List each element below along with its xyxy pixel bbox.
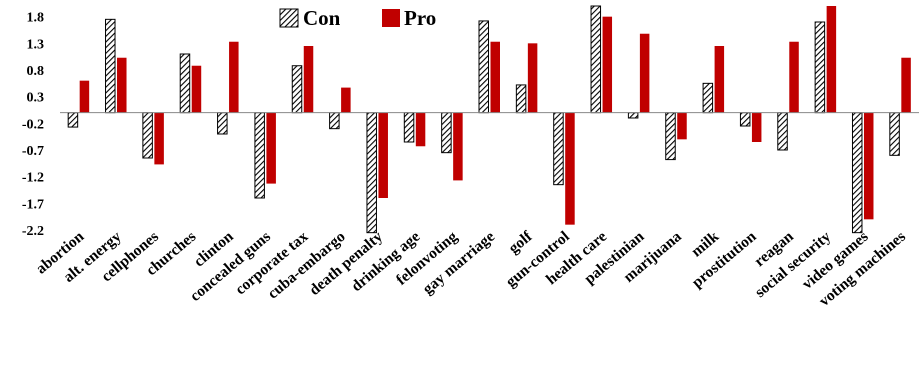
bar-con-alt-energy bbox=[105, 18, 116, 114]
legend-swatch-con bbox=[279, 8, 299, 28]
bar-con-churches bbox=[179, 53, 191, 114]
bar-pro-clinton bbox=[229, 41, 239, 113]
bar-pro-gun-control bbox=[565, 112, 575, 225]
legend-label-con: Con bbox=[303, 6, 341, 30]
bar-pro-abortion bbox=[79, 80, 90, 113]
bar-pro-churches bbox=[191, 65, 202, 113]
bar-con-video-games bbox=[851, 112, 863, 234]
bar-con-cuba-embargo bbox=[329, 112, 340, 130]
bar-con-clinton bbox=[217, 112, 228, 135]
bar-con-reagan bbox=[777, 112, 788, 151]
bar-pro-cuba-embargo bbox=[341, 87, 351, 113]
y-tick-label: 0.3 bbox=[27, 91, 45, 106]
bar-pro-concealed-guns bbox=[266, 112, 276, 184]
bar-pro-cellphones bbox=[154, 112, 164, 165]
bar-pro-death-penalty bbox=[378, 112, 388, 198]
y-tick-label: 1.3 bbox=[27, 37, 45, 52]
bar-pro-golf bbox=[527, 43, 538, 113]
bar-pro-video-games bbox=[863, 112, 874, 220]
y-tick-label: 1.8 bbox=[27, 11, 45, 26]
bar-pro-milk bbox=[714, 46, 725, 113]
bar-con-health-care bbox=[590, 5, 602, 114]
bar-pro-alt-energy bbox=[117, 57, 127, 113]
bar-pro-prostitution bbox=[751, 112, 762, 142]
y-tick-label: -1.2 bbox=[22, 171, 44, 186]
bar-con-prostitution bbox=[739, 112, 751, 127]
y-tick-label: -0.2 bbox=[22, 117, 44, 132]
bar-con-marijuana bbox=[665, 112, 676, 161]
bar-con-death-penalty bbox=[366, 112, 377, 234]
y-tick-label: -1.7 bbox=[22, 197, 44, 212]
bar-con-abortion bbox=[67, 112, 79, 128]
bar-con-voting-machines bbox=[889, 112, 900, 156]
bar-pro-voting-machines bbox=[901, 57, 911, 113]
bar-con-corporate-tax bbox=[291, 65, 303, 114]
bar-con-drinking-age bbox=[403, 112, 415, 143]
bar-pro-felonvoting bbox=[453, 112, 463, 181]
bar-pro-health-care bbox=[602, 16, 613, 113]
bar-pro-gay-marriage bbox=[490, 41, 500, 113]
legend-label-pro: Pro bbox=[404, 6, 436, 30]
bar-con-golf bbox=[515, 84, 527, 114]
y-tick-label: -2.2 bbox=[22, 224, 44, 239]
y-tick-label: 0.8 bbox=[27, 64, 45, 79]
bar-series-group bbox=[67, 5, 911, 234]
bar-con-palestinian bbox=[627, 112, 639, 119]
legend-swatch-pro bbox=[382, 9, 400, 27]
bar-con-social-security bbox=[814, 21, 826, 114]
bar-pro-marijuana bbox=[677, 112, 687, 140]
bar-pro-social-security bbox=[826, 6, 837, 113]
y-tick-label: -0.7 bbox=[22, 144, 44, 159]
bar-pro-palestinian bbox=[639, 33, 650, 113]
bar-con-felonvoting bbox=[441, 112, 452, 154]
bar-con-gun-control bbox=[553, 112, 564, 186]
y-axis-tick-labels: 1.8 1.3 0.8 0.3 -0.2 -0.7 -1.2 -1.7 -2.2 bbox=[22, 11, 44, 239]
legend: Con Pro bbox=[279, 6, 436, 30]
bar-pro-reagan bbox=[789, 41, 799, 113]
bar-con-concealed-guns bbox=[254, 112, 265, 199]
bar-con-milk bbox=[702, 82, 714, 114]
bar-pro-corporate-tax bbox=[303, 46, 314, 113]
bar-con-gay-marriage bbox=[478, 20, 489, 114]
bar-pro-drinking-age bbox=[415, 112, 426, 147]
bar-con-cellphones bbox=[142, 112, 153, 159]
